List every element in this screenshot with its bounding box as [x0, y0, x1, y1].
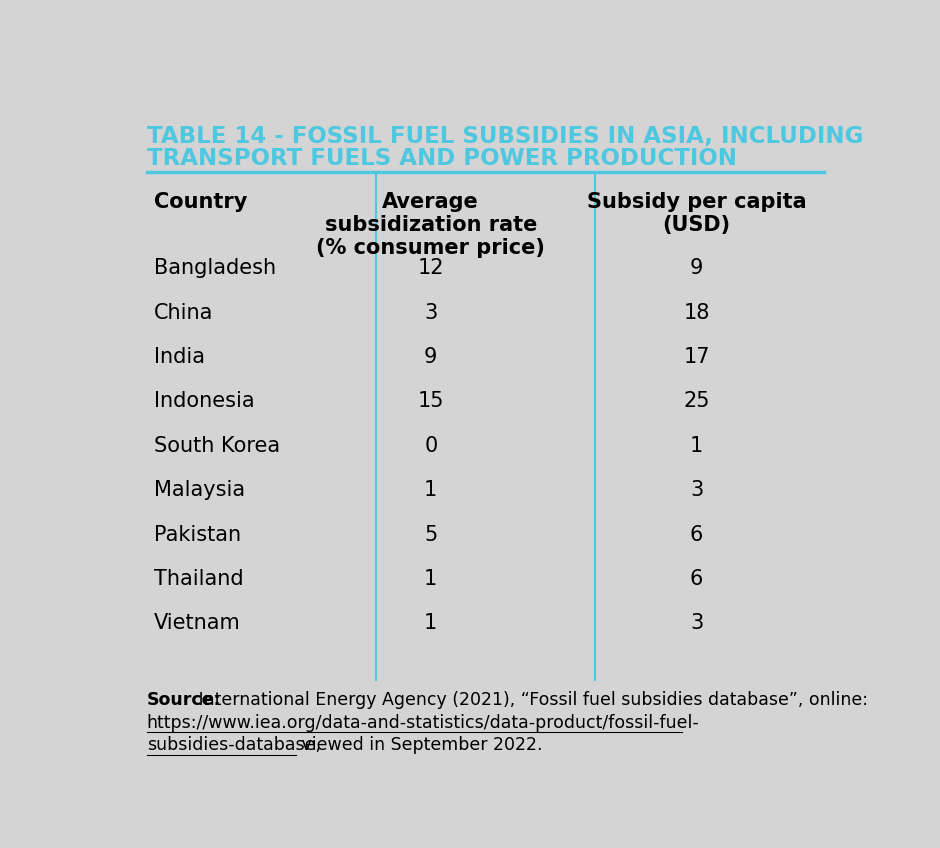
Text: 15: 15: [417, 392, 444, 411]
Text: 1: 1: [424, 613, 437, 633]
Text: 12: 12: [417, 259, 444, 278]
Text: Indonesia: Indonesia: [154, 392, 255, 411]
Text: Thailand: Thailand: [154, 569, 243, 589]
Text: subsidies-database,: subsidies-database,: [147, 736, 321, 755]
Text: TABLE 14 - FOSSIL FUEL SUBSIDIES IN ASIA, INCLUDING: TABLE 14 - FOSSIL FUEL SUBSIDIES IN ASIA…: [147, 125, 863, 148]
Text: 17: 17: [683, 347, 710, 367]
Text: viewed in September 2022.: viewed in September 2022.: [296, 736, 542, 755]
Text: 1: 1: [424, 569, 437, 589]
Text: India: India: [154, 347, 205, 367]
Text: China: China: [154, 303, 213, 323]
Text: International Energy Agency (2021), “Fossil fuel subsidies database”, online:: International Energy Agency (2021), “Fos…: [193, 691, 873, 709]
Text: 1: 1: [424, 480, 437, 500]
Text: 0: 0: [424, 436, 437, 456]
Text: 1: 1: [690, 436, 703, 456]
Text: Bangladesh: Bangladesh: [154, 259, 276, 278]
Text: 3: 3: [690, 613, 703, 633]
Text: Vietnam: Vietnam: [154, 613, 241, 633]
Text: Country: Country: [154, 192, 247, 212]
Text: Average
subsidization rate
(% consumer price): Average subsidization rate (% consumer p…: [317, 192, 545, 259]
Text: 3: 3: [690, 480, 703, 500]
Text: 6: 6: [690, 525, 703, 544]
Text: TRANSPORT FUELS AND POWER PRODUCTION: TRANSPORT FUELS AND POWER PRODUCTION: [147, 148, 737, 170]
Text: 25: 25: [683, 392, 710, 411]
Text: Pakistan: Pakistan: [154, 525, 241, 544]
Text: Subsidy per capita
(USD): Subsidy per capita (USD): [587, 192, 807, 235]
Text: Source:: Source:: [147, 691, 221, 709]
Text: 9: 9: [690, 259, 703, 278]
Text: 9: 9: [424, 347, 437, 367]
Text: Malaysia: Malaysia: [154, 480, 245, 500]
Text: 18: 18: [683, 303, 710, 323]
Text: 5: 5: [424, 525, 437, 544]
Text: https://www.iea.org/data-and-statistics/data-product/fossil-fuel-: https://www.iea.org/data-and-statistics/…: [147, 713, 699, 732]
Text: 3: 3: [424, 303, 437, 323]
Text: South Korea: South Korea: [154, 436, 280, 456]
Text: 6: 6: [690, 569, 703, 589]
